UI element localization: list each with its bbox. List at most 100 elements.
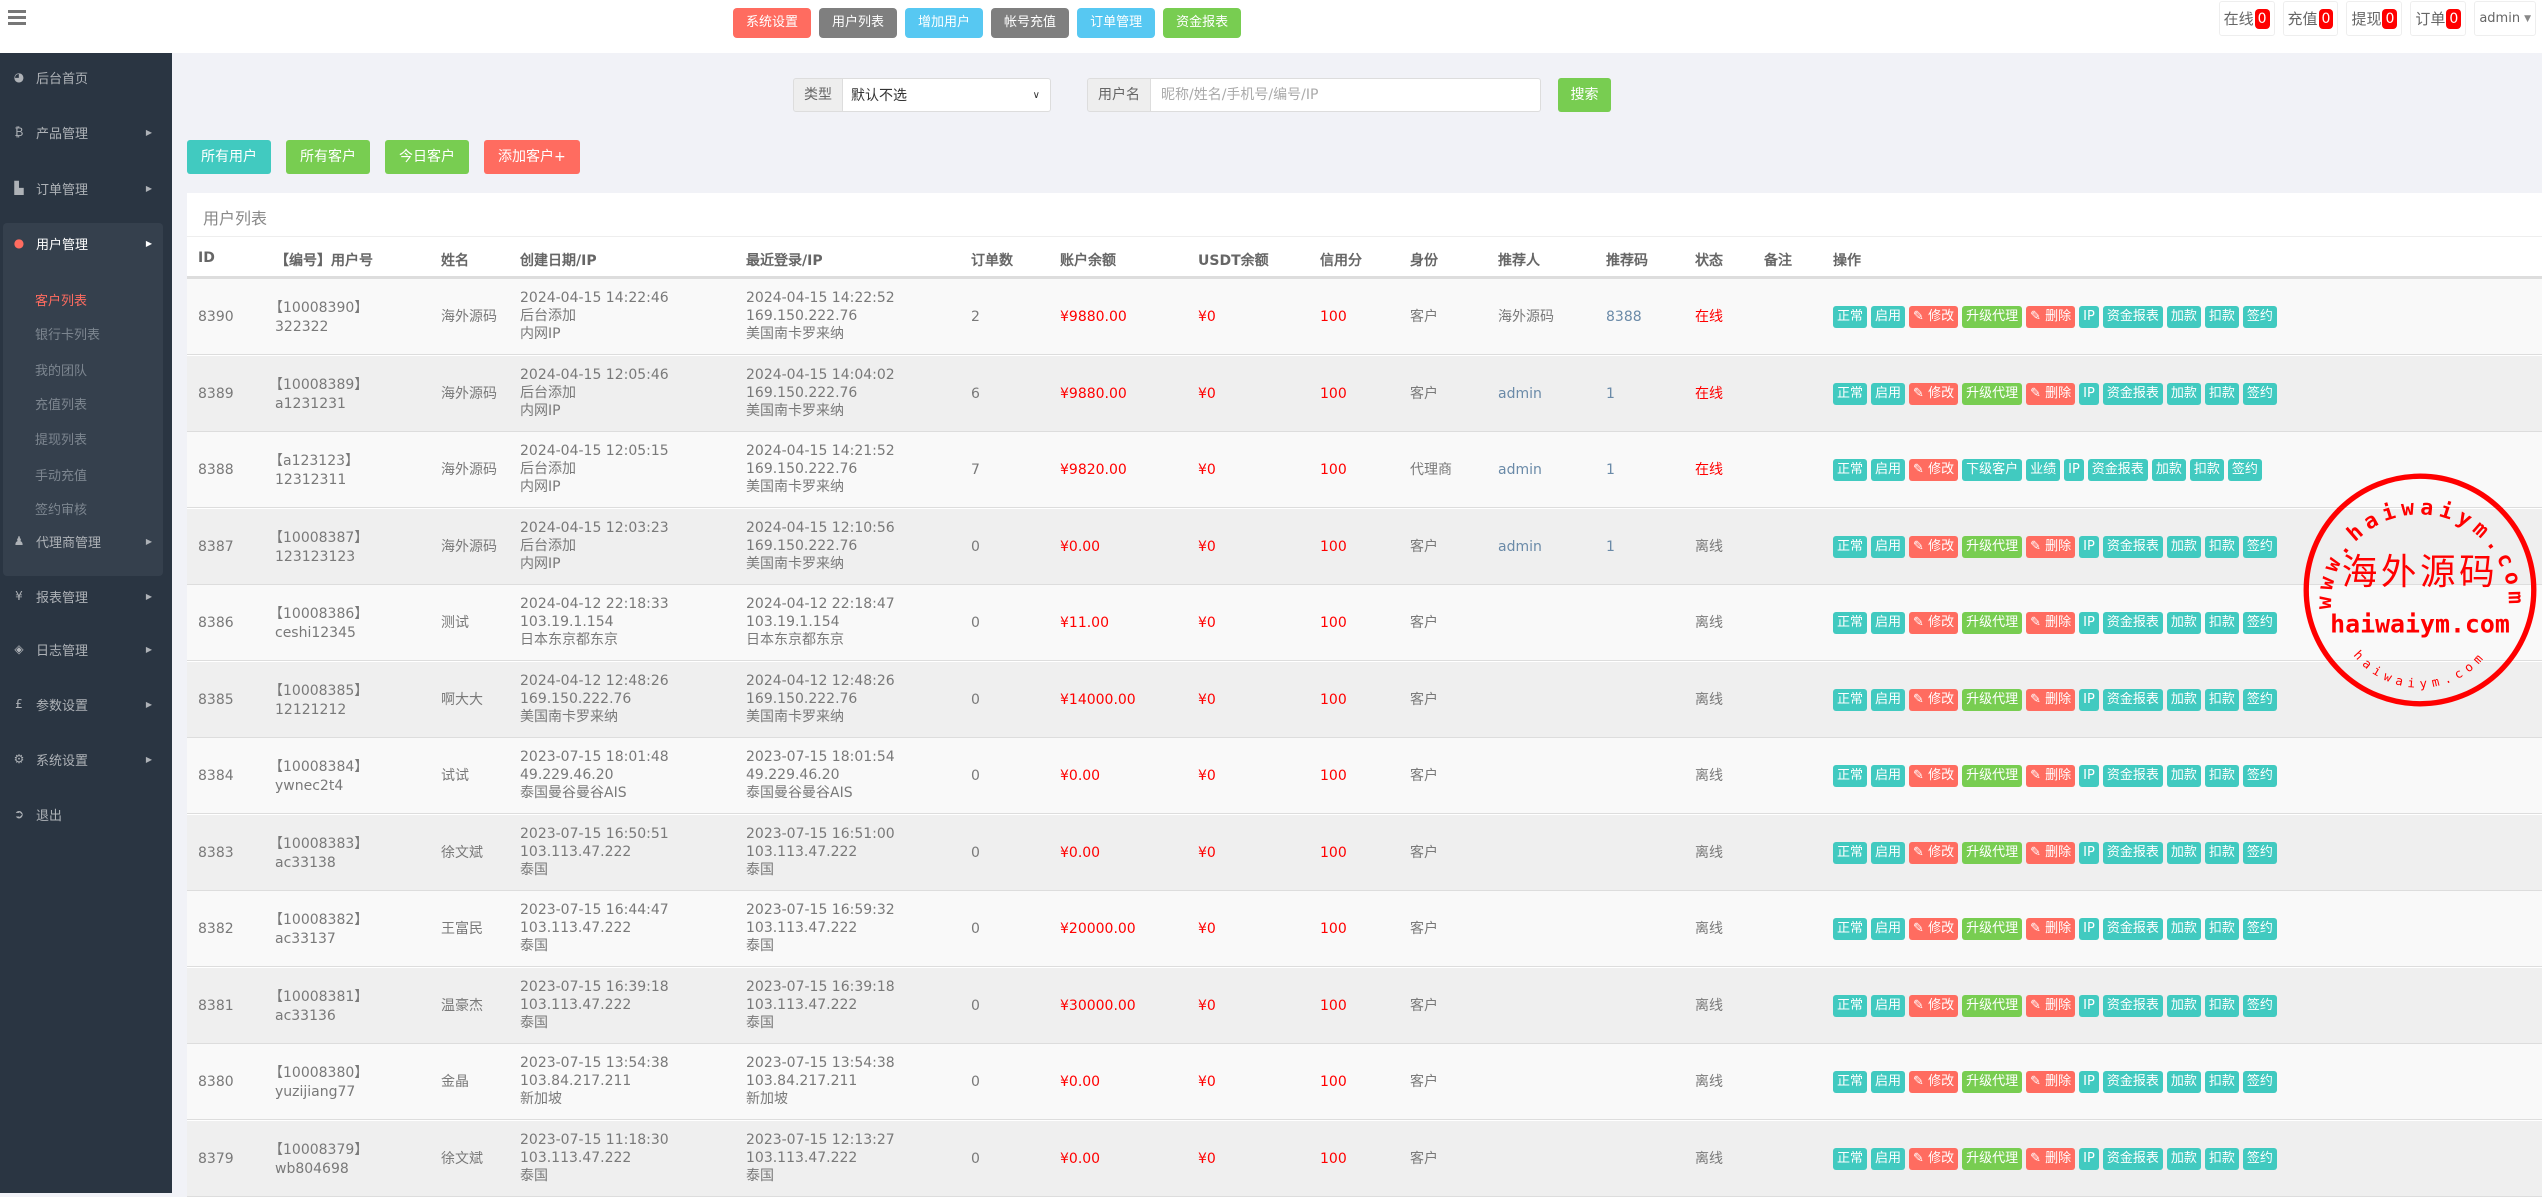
action-button[interactable]: 升级代理: [1962, 688, 2023, 711]
action-button[interactable]: 启用: [1871, 306, 1906, 328]
sidebar-item-5[interactable]: ¥ 报表管理 ▶: [0, 581, 172, 611]
action-button[interactable]: 加款: [2166, 1147, 2201, 1170]
submenu-item-2[interactable]: 我的团队: [35, 364, 88, 379]
filter-button-1[interactable]: 所有客户: [286, 140, 370, 174]
action-button[interactable]: 正常: [1833, 765, 1868, 787]
action-button[interactable]: 启用: [1871, 994, 1906, 1017]
action-button[interactable]: IP: [2079, 918, 2099, 940]
action-button[interactable]: 升级代理: [1962, 612, 2023, 634]
stat-2[interactable]: 提现 0: [2346, 1, 2403, 36]
action-button[interactable]: 签约: [2227, 459, 2262, 481]
action-button[interactable]: ✎ 删除: [2026, 1147, 2076, 1170]
action-button[interactable]: 资金报表: [2102, 841, 2163, 864]
action-button[interactable]: 升级代理: [1962, 994, 2023, 1017]
action-button[interactable]: 加款: [2166, 918, 2201, 940]
action-button[interactable]: ✎ 删除: [2026, 1071, 2076, 1093]
action-button[interactable]: IP: [2079, 535, 2099, 558]
action-button[interactable]: 启用: [1871, 688, 1906, 711]
action-button[interactable]: ✎ 修改: [1909, 535, 1959, 558]
action-button[interactable]: IP: [2079, 612, 2099, 634]
action-button[interactable]: 签约: [2242, 382, 2277, 405]
action-button[interactable]: 资金报表: [2102, 1147, 2163, 1170]
action-button[interactable]: 加款: [2166, 306, 2201, 328]
action-button[interactable]: 扣款: [2204, 306, 2239, 328]
action-button[interactable]: 启用: [1871, 1147, 1906, 1170]
action-button[interactable]: 资金报表: [2102, 688, 2163, 711]
sidebar-item-6[interactable]: ◈ 日志管理 ▶: [0, 634, 172, 664]
action-button[interactable]: ✎ 修改: [1909, 994, 1959, 1017]
action-button[interactable]: 升级代理: [1962, 841, 2023, 864]
action-button[interactable]: ✎ 修改: [1909, 306, 1959, 328]
action-button[interactable]: 扣款: [2204, 688, 2239, 711]
action-button[interactable]: 扣款: [2204, 1071, 2239, 1093]
nav-button-1[interactable]: 用户列表: [819, 8, 898, 38]
action-button[interactable]: IP: [2079, 382, 2099, 405]
search-button[interactable]: 搜索: [1558, 78, 1611, 112]
sidebar-item-2[interactable]: ▙ 订单管理 ▶: [0, 173, 172, 203]
action-button[interactable]: 扣款: [2204, 994, 2239, 1017]
stat-1[interactable]: 充值 0: [2282, 1, 2339, 36]
action-button[interactable]: ✎ 修改: [1909, 841, 1959, 864]
action-button[interactable]: 资金报表: [2102, 612, 2163, 634]
nav-button-5[interactable]: 资金报表: [1163, 8, 1242, 38]
action-button[interactable]: ✎ 删除: [2026, 535, 2076, 558]
action-button[interactable]: 启用: [1871, 459, 1906, 481]
action-button[interactable]: IP: [2079, 994, 2099, 1017]
type-select[interactable]: 默认不选 ∨: [843, 78, 1051, 112]
action-button[interactable]: 资金报表: [2102, 918, 2163, 940]
action-button[interactable]: 签约: [2242, 918, 2277, 940]
action-button[interactable]: 正常: [1833, 382, 1868, 405]
action-button[interactable]: ✎ 删除: [2026, 994, 2076, 1017]
action-button[interactable]: ✎ 修改: [1909, 459, 1959, 481]
submenu-item-0[interactable]: 客户列表: [35, 294, 88, 309]
action-button[interactable]: 正常: [1833, 535, 1868, 558]
action-button[interactable]: 资金报表: [2102, 994, 2163, 1017]
action-button[interactable]: 正常: [1833, 688, 1868, 711]
action-button[interactable]: 签约: [2242, 1147, 2277, 1170]
sidebar-item-0[interactable]: ◕ 后台首页: [0, 62, 172, 92]
action-button[interactable]: 正常: [1833, 1071, 1868, 1093]
action-button[interactable]: 签约: [2242, 765, 2277, 787]
action-button[interactable]: 签约: [2242, 994, 2277, 1017]
action-button[interactable]: 业绩: [2026, 459, 2061, 481]
action-button[interactable]: 加款: [2166, 994, 2201, 1017]
action-button[interactable]: ✎ 修改: [1909, 1147, 1959, 1170]
action-button[interactable]: 签约: [2242, 306, 2277, 328]
action-button[interactable]: 升级代理: [1962, 535, 2023, 558]
nav-button-4[interactable]: 订单管理: [1077, 8, 1156, 38]
action-button[interactable]: ✎ 修改: [1909, 688, 1959, 711]
action-button[interactable]: 升级代理: [1962, 306, 2023, 328]
action-button[interactable]: ✎ 修改: [1909, 918, 1959, 940]
action-button[interactable]: 升级代理: [1962, 765, 2023, 787]
action-button[interactable]: 扣款: [2189, 459, 2224, 481]
action-button[interactable]: 资金报表: [2102, 1071, 2163, 1093]
action-button[interactable]: 加款: [2166, 841, 2201, 864]
action-button[interactable]: 升级代理: [1962, 382, 2023, 405]
nav-button-2[interactable]: 增加用户: [905, 8, 984, 38]
action-button[interactable]: 资金报表: [2087, 459, 2148, 481]
action-button[interactable]: 升级代理: [1962, 1071, 2023, 1093]
action-button[interactable]: ✎ 修改: [1909, 382, 1959, 405]
action-button[interactable]: ✎ 删除: [2026, 841, 2076, 864]
action-button[interactable]: 正常: [1833, 1147, 1868, 1170]
action-button[interactable]: 正常: [1833, 994, 1868, 1017]
filter-button-2[interactable]: 今日客户: [385, 140, 469, 174]
filter-button-3[interactable]: 添加客户+: [484, 140, 580, 174]
action-button[interactable]: IP: [2079, 841, 2099, 864]
username-search-input[interactable]: [1151, 78, 1541, 112]
bars-icon[interactable]: [8, 10, 26, 26]
action-button[interactable]: ✎ 删除: [2026, 612, 2076, 634]
action-button[interactable]: 签约: [2242, 612, 2277, 634]
action-button[interactable]: 下级客户: [1962, 459, 2023, 481]
sidebar-item-9[interactable]: ➲ 退出: [0, 799, 172, 829]
action-button[interactable]: 启用: [1871, 535, 1906, 558]
action-button[interactable]: 扣款: [2204, 841, 2239, 864]
stat-3[interactable]: 订单 0: [2410, 1, 2467, 36]
action-button[interactable]: IP: [2079, 1147, 2099, 1170]
action-button[interactable]: ✎ 删除: [2026, 382, 2076, 405]
sidebar-item-3[interactable]: ● 用户管理 ▶: [0, 228, 172, 258]
sidebar-item-1[interactable]: ₿ 产品管理 ▶: [0, 117, 172, 147]
action-button[interactable]: ✎ 删除: [2026, 306, 2076, 328]
action-button[interactable]: IP: [2079, 765, 2099, 787]
submenu-item-4[interactable]: 提现列表: [35, 433, 88, 448]
